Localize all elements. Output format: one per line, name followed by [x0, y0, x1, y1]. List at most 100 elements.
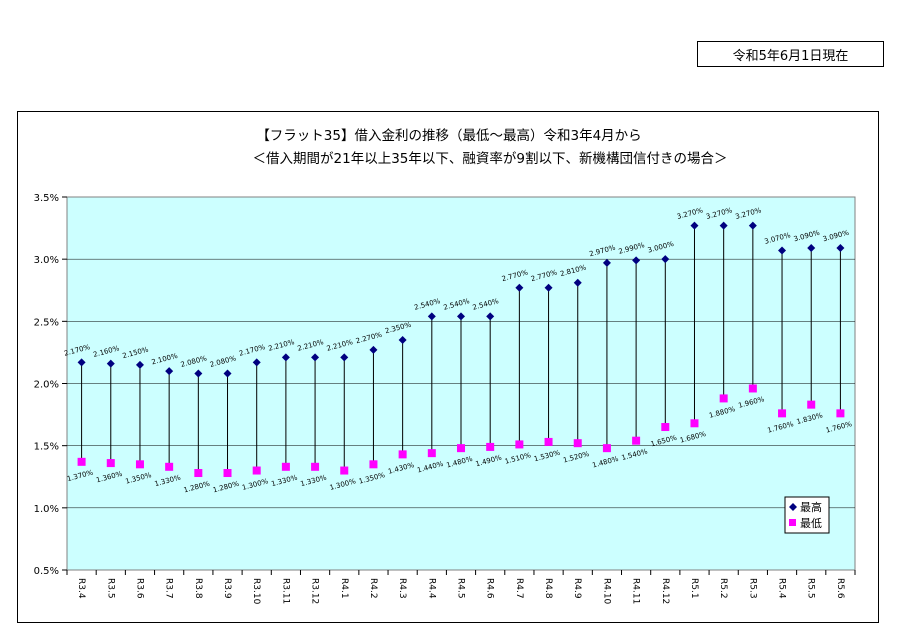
x-tick-label: R4.6 [485, 578, 495, 599]
y-tick-label: 0.5% [34, 566, 59, 577]
x-tick-label: R4.5 [456, 578, 466, 599]
low-marker [719, 394, 728, 403]
y-tick-label: 1.5% [34, 442, 59, 453]
x-tick-label: R3.6 [134, 578, 144, 599]
x-tick-label: R4.4 [426, 578, 436, 599]
high-marker [281, 353, 290, 362]
low-marker [194, 469, 203, 478]
chart-subtitle: ＜借入期間が21年以上35年以下、融資率が9割以下、新機構団信付きの場合＞ [253, 150, 728, 167]
low-marker [77, 457, 86, 466]
low-marker [457, 444, 465, 453]
low-marker [223, 469, 232, 478]
x-tick-label: R4.8 [543, 578, 553, 599]
y-tick-label: 1.0% [34, 504, 59, 515]
high-marker [778, 246, 787, 255]
low-marker [748, 384, 757, 393]
y-tick-label: 2.5% [34, 317, 59, 328]
x-tick-label: R4.7 [514, 578, 524, 599]
legend-high-label: 最高 [800, 500, 822, 514]
high-marker [719, 221, 728, 230]
high-marker [690, 221, 699, 230]
x-tick-label: R4.3 [397, 578, 407, 599]
x-axis-ticks: R3.4 R3.5 R3.6 R3.7 R3.8 R3.9 R3.10 R3.11 R3.12 R… [66, 570, 856, 605]
x-tick-label: R4.11 [631, 578, 641, 604]
x-tick-label: R3.5 [105, 578, 115, 599]
x-tick-label: R5.1 [689, 578, 699, 599]
low-marker [486, 442, 495, 451]
low-marker [836, 409, 845, 418]
low-marker [573, 439, 582, 448]
y-tick-label: 3.5% [34, 193, 59, 204]
low-marker [807, 400, 816, 409]
high-marker [252, 358, 261, 367]
high-marker [602, 258, 611, 267]
x-tick-label: R3.9 [222, 578, 232, 599]
high-marker [457, 312, 465, 321]
low-marker [106, 459, 115, 468]
x-tick-label: R3.8 [193, 578, 203, 599]
data-markers [77, 221, 845, 478]
y-tick-label: 2.0% [34, 380, 59, 391]
low-marker [515, 440, 524, 449]
legend-low-label: 最低 [800, 517, 822, 530]
low-marker [427, 449, 436, 458]
x-tick-label: R3.4 [76, 578, 86, 599]
low-marker [281, 462, 290, 471]
high-marker [106, 359, 115, 368]
x-tick-label: R3.7 [164, 578, 174, 599]
high-marker [807, 243, 816, 252]
legend-low-marker [789, 519, 796, 526]
x-tick-label: R4.9 [572, 578, 582, 599]
low-marker [544, 437, 553, 446]
x-tick-label: R4.1 [339, 578, 349, 599]
legend-box [784, 496, 830, 534]
high-marker [748, 221, 757, 230]
high-marker [661, 255, 670, 264]
x-tick-label: R4.12 [660, 578, 670, 604]
high-marker [515, 283, 524, 292]
x-tick-label: R4.2 [368, 578, 378, 599]
high-marker [223, 369, 232, 378]
high-marker [836, 243, 845, 252]
legend-high-marker [789, 503, 797, 511]
x-tick-label: R5.3 [747, 578, 757, 599]
low-marker [165, 462, 174, 471]
high-marker [194, 369, 203, 378]
high-marker [311, 353, 320, 362]
low-marker [252, 466, 261, 475]
low-marker [398, 450, 407, 459]
high-marker [135, 360, 144, 369]
low-marker [661, 423, 670, 432]
legend: 最高 最低 [784, 496, 830, 534]
high-marker [486, 312, 495, 321]
high-marker [573, 278, 582, 287]
x-tick-label: R3.10 [251, 578, 261, 605]
low-marker [602, 444, 611, 453]
x-tick-label: R5.4 [777, 578, 787, 599]
low-marker [369, 460, 378, 469]
x-tick-label: R3.11 [280, 578, 290, 604]
x-tick-label: R5.6 [835, 578, 845, 599]
y-axis-ticks: 0.5% 1.0% 1.5% 2.0% 2.5% 3.0% 3.5% [34, 193, 67, 577]
high-marker [165, 367, 174, 376]
low-marker [632, 436, 641, 445]
high-marker [632, 256, 641, 265]
high-marker [398, 335, 407, 344]
x-tick-label: R4.10 [601, 578, 611, 605]
x-tick-label: R5.5 [806, 578, 816, 599]
high-marker [340, 353, 349, 362]
low-marker [311, 462, 320, 471]
x-tick-label: R5.2 [718, 578, 728, 599]
high-marker [77, 358, 86, 367]
x-tick-label: R3.12 [310, 578, 320, 604]
high-marker [544, 283, 553, 292]
range-lines [81, 225, 841, 474]
chart-title: 【フラット35】借入金利の推移（最低～最高）令和3年4月から [256, 127, 641, 144]
low-marker [340, 466, 349, 475]
low-marker [690, 419, 699, 428]
low-marker [135, 460, 144, 469]
high-marker [427, 312, 436, 321]
y-tick-label: 3.0% [34, 255, 59, 266]
high-marker [369, 345, 378, 354]
